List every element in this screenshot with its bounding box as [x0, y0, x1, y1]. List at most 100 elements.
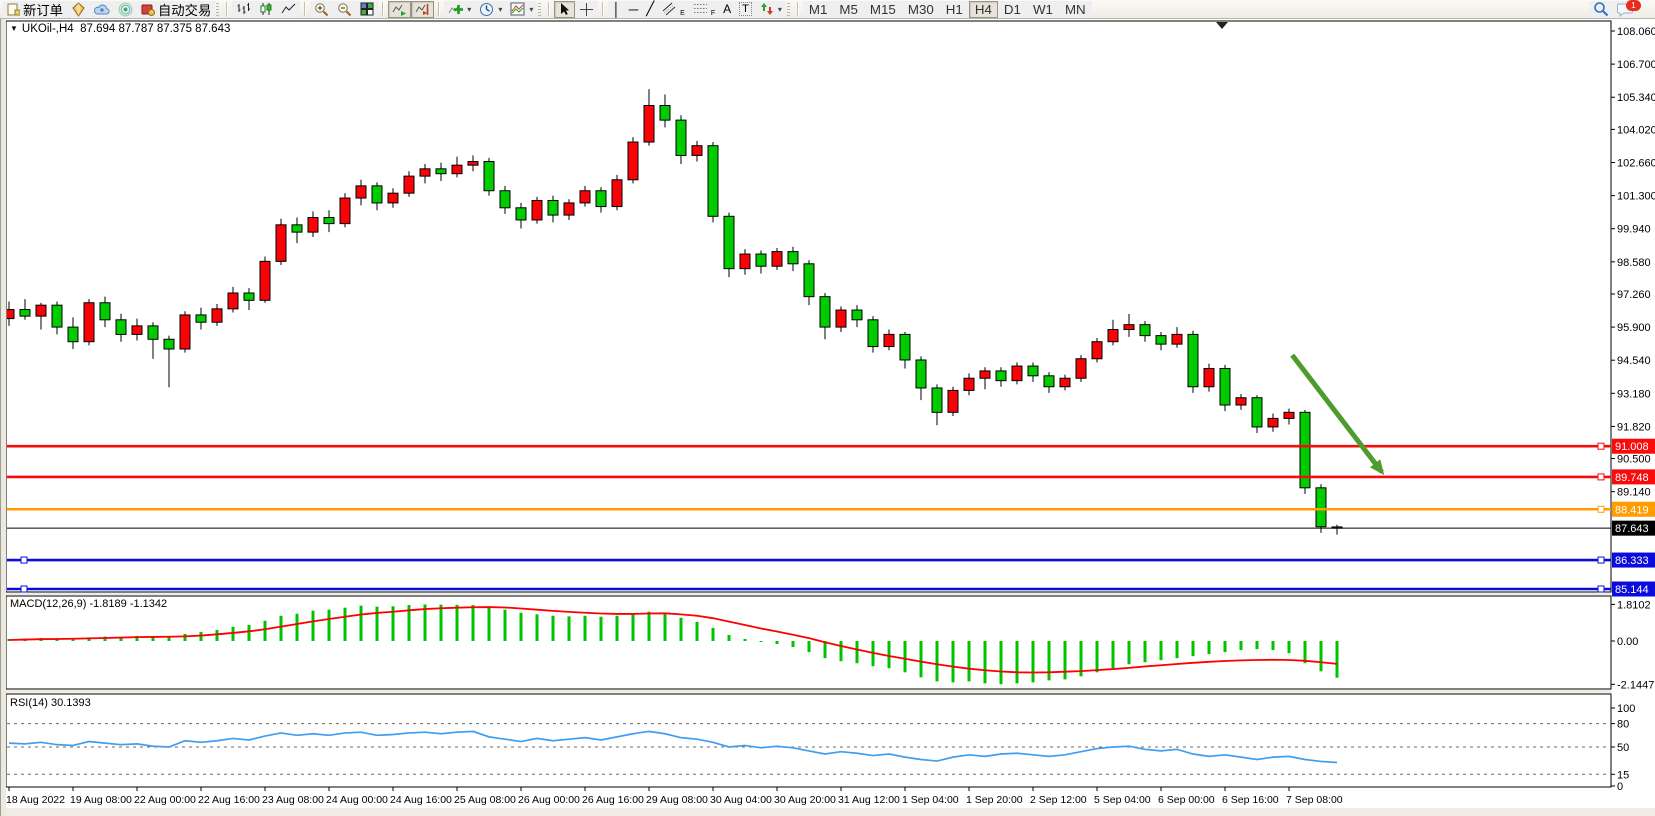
- current-price-label: 87.643: [1615, 523, 1649, 535]
- trend-arrow[interactable]: [1290, 353, 1385, 476]
- zoom-out-button[interactable]: [333, 0, 357, 18]
- zoom-in-button[interactable]: [310, 0, 334, 18]
- candle-down: [915, 359, 927, 389]
- pane-splitter[interactable]: [6, 690, 1611, 693]
- fibo-tag: F: [710, 9, 716, 17]
- candle-up: [579, 190, 591, 204]
- price-tick-label: 97.260: [1617, 289, 1651, 301]
- candle-up: [179, 314, 191, 350]
- candle-down: [819, 296, 831, 328]
- time-tick-label: 22 Aug 00:00: [134, 794, 196, 806]
- time-tick-label: 1 Sep 04:00: [902, 794, 959, 806]
- level-handle[interactable]: [1597, 585, 1605, 593]
- pane-splitter[interactable]: [6, 593, 1611, 595]
- candle-down: [1315, 487, 1327, 528]
- bar-chart-button[interactable]: [232, 0, 256, 18]
- autotrade-button[interactable]: 自动交易: [136, 0, 216, 18]
- level-handle[interactable]: [20, 556, 28, 564]
- candle-down: [483, 161, 495, 192]
- zoom-out-icon: [338, 2, 352, 16]
- price-tick-label: 90.500: [1617, 454, 1651, 466]
- candle-up: [1091, 341, 1103, 360]
- indicators-button[interactable]: ▾: [444, 0, 476, 18]
- macd-tick-label: 0.00: [1617, 636, 1638, 648]
- chart-shift-button[interactable]: [411, 0, 435, 18]
- rsi-line: [8, 730, 1338, 764]
- auto-scroll-button[interactable]: [388, 0, 412, 18]
- arrows-caret-icon[interactable]: ▾: [777, 4, 782, 14]
- notifications-button[interactable]: 1: [1613, 0, 1641, 18]
- level-handle[interactable]: [1597, 556, 1605, 564]
- gold-diamond-button[interactable]: [66, 0, 90, 18]
- crosshair-button[interactable]: [575, 0, 599, 18]
- toolbar-grip[interactable]: [538, 2, 542, 16]
- time-tick-label: 2 Sep 12:00: [1030, 794, 1087, 806]
- new-order-button[interactable]: 新订单: [3, 0, 67, 18]
- arrow-objects-button[interactable]: ▾: [755, 0, 786, 18]
- tf-button-h1[interactable]: H1: [939, 0, 969, 18]
- candlestick-chart-button[interactable]: [255, 0, 278, 18]
- price-tick-label: 89.140: [1617, 487, 1651, 499]
- level-handle[interactable]: [1597, 473, 1605, 481]
- line-chart-button[interactable]: [277, 0, 301, 18]
- text-button[interactable]: A: [719, 0, 736, 18]
- candle-down: [1219, 367, 1231, 406]
- tf-button-m15[interactable]: M15: [863, 0, 902, 18]
- time-tick-label: 23 Aug 08:00: [262, 794, 324, 806]
- macd-signal-line: [8, 606, 1338, 674]
- tile-windows-button[interactable]: [356, 0, 379, 18]
- time-tick-label: 26 Aug 00:00: [518, 794, 580, 806]
- main-price-pane[interactable]: [5, 20, 1612, 593]
- chart-shift-marker[interactable]: [1216, 22, 1228, 29]
- tf-button-m5[interactable]: M5: [833, 0, 864, 18]
- time-tick-label: 19 Aug 08:00: [70, 794, 132, 806]
- candle-up: [131, 325, 143, 335]
- autotrade-label: 自动交易: [157, 2, 212, 18]
- trendline-button[interactable]: ╱: [642, 0, 659, 18]
- toolbar-grip[interactable]: [216, 2, 220, 16]
- candle-down: [515, 207, 527, 221]
- cursor-button[interactable]: [554, 0, 576, 18]
- tf-button-m1[interactable]: M1: [802, 0, 834, 18]
- crosshair-icon: [580, 2, 594, 16]
- level-handle[interactable]: [20, 585, 28, 593]
- candle-down: [995, 370, 1007, 382]
- rsi-pane[interactable]: [5, 693, 1612, 788]
- horizontal-line-button[interactable]: ─: [624, 0, 643, 18]
- candle-up: [1107, 329, 1119, 343]
- time-tick-label: 24 Aug 16:00: [390, 794, 452, 806]
- search-button[interactable]: [1589, 0, 1613, 18]
- fibonacci-button[interactable]: F: [688, 0, 720, 18]
- level-price-label: 89.748: [1615, 472, 1649, 484]
- candle-down: [435, 168, 447, 175]
- community-button[interactable]: [89, 0, 114, 18]
- indicators-caret-icon[interactable]: ▾: [467, 4, 472, 14]
- tf-button-d1[interactable]: D1: [997, 0, 1027, 18]
- signals-button[interactable]: [113, 0, 137, 18]
- candle-down: [851, 309, 863, 321]
- tf-button-mn[interactable]: MN: [1058, 0, 1092, 18]
- toolbar-grip[interactable]: [786, 2, 790, 16]
- periods-caret-icon[interactable]: ▾: [498, 4, 503, 14]
- fibonacci-icon: [693, 4, 707, 13]
- tf-button-w1[interactable]: W1: [1026, 0, 1059, 18]
- candle-up: [835, 309, 847, 328]
- candle-down: [723, 215, 735, 270]
- templates-caret-icon[interactable]: ▾: [529, 4, 534, 14]
- equidistant-channel-button[interactable]: E: [658, 0, 689, 18]
- vertical-line-button[interactable]: │: [608, 0, 625, 18]
- tf-button-m30[interactable]: M30: [901, 0, 940, 18]
- periods-button[interactable]: ▾: [475, 0, 507, 18]
- tile-windows-icon: [360, 2, 374, 16]
- search-icon: [1594, 2, 1609, 17]
- level-handle[interactable]: [1597, 442, 1605, 450]
- level-handle[interactable]: [1597, 505, 1605, 513]
- trendline-icon: ╱: [646, 1, 655, 16]
- candle-down: [787, 251, 799, 265]
- price-tick-label: 102.660: [1617, 157, 1655, 169]
- text-label-button[interactable]: T: [735, 0, 756, 18]
- tf-button-h4[interactable]: H4: [968, 0, 998, 18]
- candle-down: [931, 387, 943, 413]
- templates-button[interactable]: ▾: [506, 0, 538, 18]
